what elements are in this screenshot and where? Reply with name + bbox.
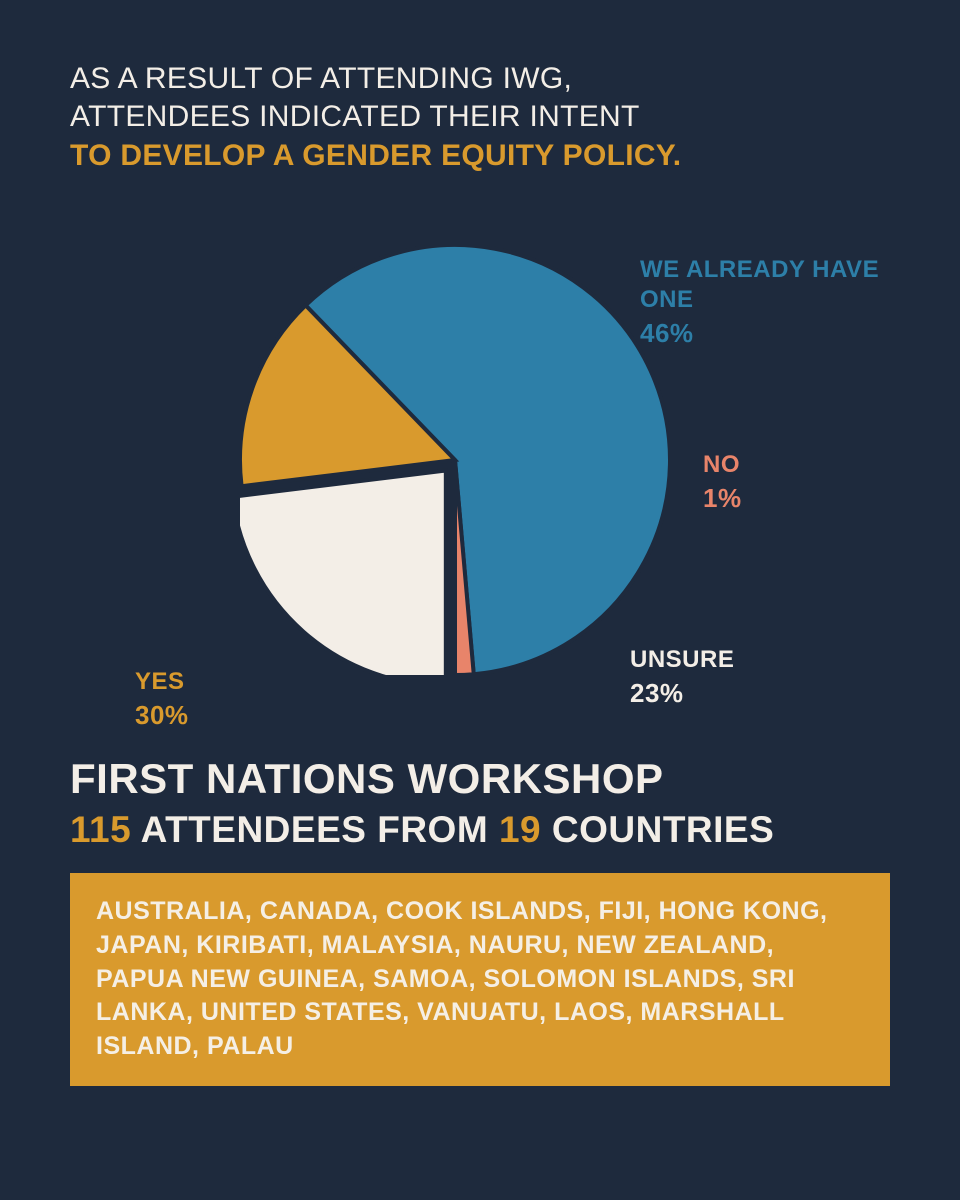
countries-list: AUSTRALIA, CANADA, COOK ISLANDS, FIJI, H… — [96, 897, 827, 1060]
infographic-container: AS A RESULT OF ATTENDING IWG, ATTENDEES … — [0, 0, 960, 1200]
pie-label-no-text: NO — [703, 451, 740, 478]
pie-label-yes-pct: 30% — [135, 699, 189, 732]
pie-label-unsure-pct: 23% — [630, 677, 734, 710]
pie-label-already-pct: 46% — [640, 317, 890, 350]
headline: AS A RESULT OF ATTENDING IWG, ATTENDEES … — [70, 60, 890, 175]
headline-line2: ATTENDEES INDICATED THEIR INTENT — [70, 100, 640, 133]
countries-word: COUNTRIES — [541, 809, 774, 850]
pie-label-unsure: UNSURE 23% — [630, 645, 734, 710]
attendees-word: ATTENDEES FROM — [131, 809, 499, 850]
pie-chart — [240, 245, 670, 675]
pie-label-already: WE ALREADY HAVE ONE 46% — [640, 255, 890, 350]
workshop-title: FIRST NATIONS WORKSHOP — [70, 755, 890, 803]
pie-chart-area: WE ALREADY HAVE ONE 46% NO 1% UNSURE 23%… — [70, 205, 890, 745]
headline-line3: TO DEVELOP A GENDER EQUITY POLICY. — [70, 139, 681, 172]
pie-label-yes: YES 30% — [135, 667, 189, 732]
attendees-count: 115 — [70, 809, 131, 850]
countries-count: 19 — [499, 809, 541, 850]
pie-label-no: NO 1% — [703, 450, 742, 515]
headline-line1: AS A RESULT OF ATTENDING IWG, — [70, 62, 572, 95]
pie-slice-unsure — [240, 471, 446, 675]
pie-label-unsure-text: UNSURE — [630, 646, 734, 673]
countries-box: AUSTRALIA, CANADA, COOK ISLANDS, FIJI, H… — [70, 873, 890, 1086]
workshop-subtitle: 115 ATTENDEES FROM 19 COUNTRIES — [70, 809, 890, 851]
pie-label-yes-text: YES — [135, 668, 185, 695]
pie-label-already-text: WE ALREADY HAVE ONE — [640, 256, 879, 313]
pie-label-no-pct: 1% — [703, 482, 742, 515]
